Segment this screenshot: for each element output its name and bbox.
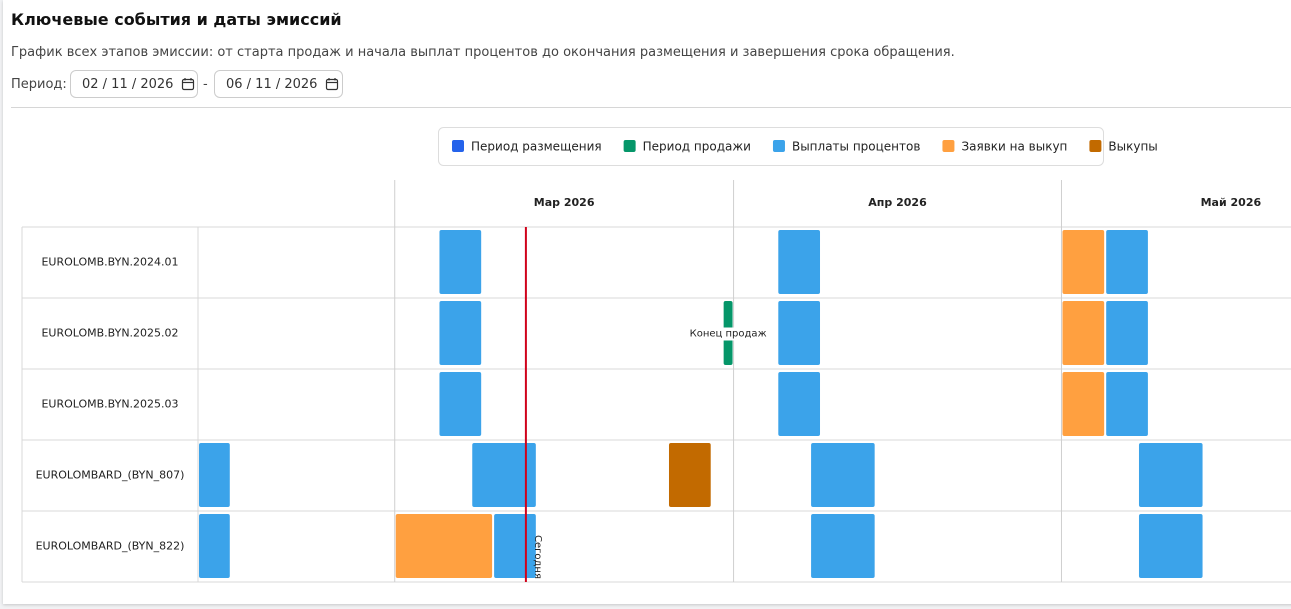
event-bar (199, 514, 230, 578)
legend-swatch (623, 140, 636, 152)
date-to: 06 / 11 / 2026 (226, 76, 318, 92)
event-bar (811, 443, 875, 507)
event-bar (199, 443, 230, 507)
legend-label: Период продажи (643, 140, 751, 154)
event-bar (1062, 301, 1105, 365)
period-separator: - (203, 77, 208, 92)
today-label: Сегодня (532, 535, 543, 579)
month-label: Май 2026 (1201, 196, 1262, 209)
legend-swatch (772, 140, 785, 152)
legend-box (438, 127, 1104, 166)
date-from: 02 / 11 / 2026 (82, 76, 174, 92)
legend-label: Период размещения (471, 140, 602, 154)
month-label: Мар 2026 (534, 196, 595, 209)
title: Ключевые события и даты эмиссий (11, 10, 342, 29)
legend-label: Выкупы (1108, 140, 1157, 154)
event-bar (1106, 372, 1148, 436)
legend-swatch (452, 140, 464, 152)
event-bar (811, 514, 875, 578)
calendar-icon[interactable] (181, 77, 195, 91)
row-label: EUROLOMBARD_(BYN_822) (36, 540, 185, 553)
event-bar (778, 372, 821, 436)
event-bar (395, 514, 493, 578)
event-bar (1138, 514, 1203, 578)
event-bar (439, 230, 482, 294)
legend-label: Выплаты процентов (792, 140, 920, 154)
row-label: EUROLOMB.BYN.2025.03 (41, 398, 178, 411)
legend-swatch (942, 140, 955, 152)
row-label: EUROLOMBARD_(BYN_807) (36, 469, 185, 482)
calendar-icon[interactable] (325, 77, 339, 91)
event-bar (439, 372, 482, 436)
event-bar (668, 443, 711, 507)
row-label: EUROLOMB.BYN.2025.02 (41, 327, 178, 340)
legend-label: Заявки на выкуп (961, 140, 1067, 154)
row-label: EUROLOMB.BYN.2024.01 (41, 256, 178, 269)
event-bar (439, 301, 482, 365)
event-bar (778, 230, 821, 294)
date-to-input[interactable]: 06 / 11 / 2026 (214, 70, 343, 98)
date-from-input[interactable]: 02 / 11 / 2026 (70, 70, 198, 98)
event-bar (1062, 372, 1105, 436)
bar-label-bg (688, 327, 768, 341)
event-bar (494, 514, 536, 578)
event-bar (1138, 443, 1203, 507)
month-label: Апр 2026 (868, 196, 927, 209)
event-bar (472, 443, 536, 507)
divider (11, 107, 1291, 108)
event-bar (1106, 230, 1148, 294)
event-bar (778, 301, 821, 365)
period-label: Период: (11, 77, 67, 92)
event-bar (1062, 230, 1105, 294)
legend-swatch (1089, 140, 1102, 152)
bar-label: Конец продаж (690, 329, 767, 340)
subtitle: График всех этапов эмиссии: от старта пр… (11, 45, 955, 60)
event-bar (1106, 301, 1148, 365)
